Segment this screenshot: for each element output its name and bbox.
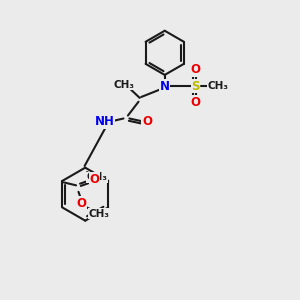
Text: N: N	[160, 80, 170, 93]
Text: S: S	[191, 80, 200, 93]
Text: O: O	[90, 173, 100, 186]
Text: O: O	[190, 63, 201, 76]
Text: O: O	[76, 197, 86, 210]
Text: CH₃: CH₃	[86, 172, 107, 182]
Text: O: O	[142, 115, 152, 128]
Text: CH₃: CH₃	[88, 209, 110, 219]
Text: NH: NH	[94, 115, 114, 128]
Text: CH₃: CH₃	[113, 80, 134, 90]
Text: CH₃: CH₃	[207, 81, 228, 91]
Text: O: O	[190, 96, 201, 109]
